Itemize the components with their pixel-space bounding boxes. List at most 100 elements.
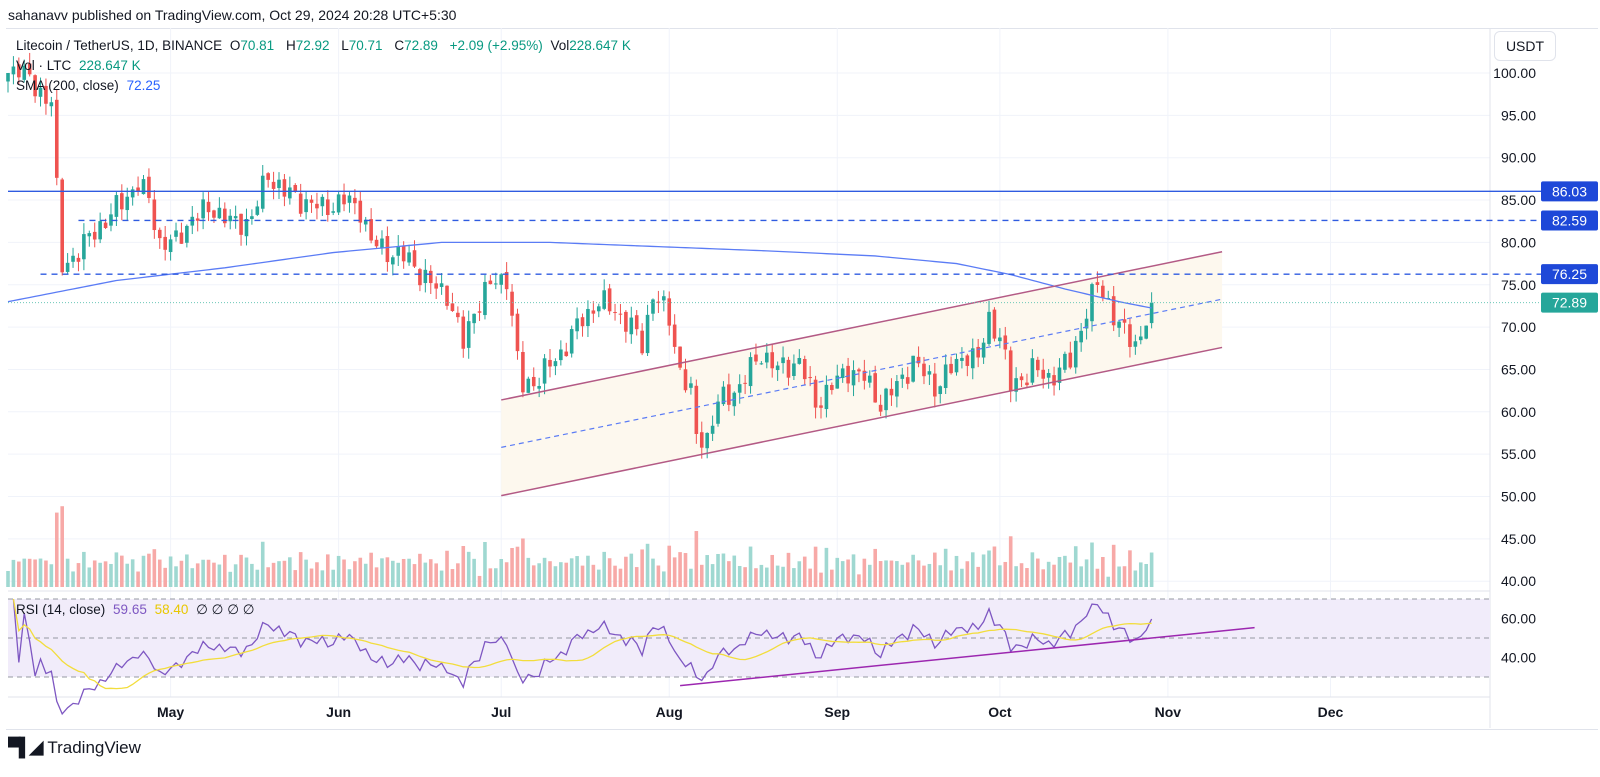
volume-bar <box>1122 566 1127 587</box>
open-value: 70.81 <box>240 38 275 53</box>
candle-body <box>1117 321 1121 328</box>
volume-bar <box>1008 536 1013 587</box>
candle-body <box>174 230 178 237</box>
candle-body <box>1079 330 1083 343</box>
candle-body <box>304 199 308 213</box>
volume-bar <box>1117 566 1121 587</box>
candle-body <box>206 201 211 213</box>
candle-body <box>1122 319 1127 323</box>
candle-body <box>49 102 54 107</box>
candle-body <box>878 404 883 412</box>
candle-body <box>548 359 552 367</box>
volume-bar <box>309 568 314 587</box>
candle-body <box>889 388 894 396</box>
volume-bar <box>965 561 970 587</box>
candle-body <box>385 236 390 263</box>
brand-name: TradingView <box>47 737 141 757</box>
volume-bar <box>596 569 601 587</box>
volume-bar <box>439 570 444 587</box>
candle-body <box>927 371 932 375</box>
candle-body <box>488 280 493 285</box>
candle-body <box>27 63 32 75</box>
candle-body <box>1030 358 1035 383</box>
volume-bar <box>277 561 281 587</box>
candle-body <box>960 357 964 361</box>
candle-body <box>87 233 92 237</box>
volume-bar <box>71 571 75 587</box>
candle-body <box>965 355 970 366</box>
volume-bar <box>401 558 406 587</box>
volume-bar <box>1149 552 1154 587</box>
volume-bar <box>786 552 791 587</box>
volume-bar <box>770 554 775 587</box>
volume-bar <box>98 562 102 587</box>
volume-bar <box>895 561 899 587</box>
rsi-ma-line <box>12 598 1152 690</box>
candle-body <box>233 216 238 219</box>
volume-legend: Vol · LTC 228.647 K <box>16 58 145 73</box>
volume-bar <box>358 557 363 587</box>
volume-bar <box>38 558 43 587</box>
candle-body <box>353 197 357 204</box>
candle-body <box>781 357 785 364</box>
candle-body <box>862 370 867 381</box>
candle-body <box>743 382 747 384</box>
price-tick-label: 60.00 <box>1501 404 1536 420</box>
candle-body <box>1003 335 1008 350</box>
volume-bar <box>662 571 666 587</box>
sma-label: SMA (200, close) <box>16 78 119 93</box>
candle-body <box>775 365 780 371</box>
volume-bar <box>699 564 704 587</box>
sma-value: 72.25 <box>126 78 161 93</box>
candle-body <box>569 329 574 354</box>
candle-body <box>141 179 146 195</box>
candle-body <box>813 379 818 408</box>
candle-body <box>564 351 569 357</box>
volume-bar <box>645 543 650 587</box>
volume-bar <box>250 563 254 587</box>
volume-bar <box>44 560 48 587</box>
candle-body <box>201 199 205 219</box>
rsi-legend: RSI (14, close) 59.65 58.40 ∅ ∅ ∅ ∅ <box>16 602 258 618</box>
candle-body <box>380 238 384 249</box>
price-label-badge <box>1541 210 1598 231</box>
candle-body <box>54 99 59 178</box>
volume-bar <box>1036 558 1040 587</box>
price-tick-label: 45.00 <box>1501 531 1536 547</box>
candle-body <box>1052 375 1056 386</box>
volume-bar <box>179 560 184 587</box>
volume-bar <box>499 558 504 587</box>
candle-body <box>840 368 845 378</box>
tradingview-logo-icon: ▀▌◢ <box>8 737 43 757</box>
volume-bar <box>775 565 780 587</box>
volume-bar <box>840 561 845 587</box>
candle-body <box>98 221 102 240</box>
candle-body <box>884 388 888 411</box>
symbol-title: Litecoin / TetherUS, 1D, BINANCE <box>16 38 223 53</box>
volume-bar <box>548 561 552 587</box>
volume-bar <box>418 553 422 587</box>
candle-body <box>970 348 975 369</box>
candle-body <box>331 211 335 213</box>
volume-bar <box>781 566 785 587</box>
candle-body <box>591 310 596 314</box>
candle-body <box>1068 352 1073 368</box>
volume-bar <box>1138 562 1143 587</box>
candle-body <box>439 283 444 287</box>
currency-button[interactable]: USDT <box>1494 31 1556 61</box>
volume-bar <box>808 568 812 587</box>
candle-body <box>456 312 460 318</box>
candle-body <box>504 272 509 290</box>
price-tick-label: 90.00 <box>1501 150 1536 166</box>
volume-bar <box>575 556 579 587</box>
candle-body <box>710 425 715 434</box>
volume-bar <box>466 551 471 587</box>
candle-body <box>190 216 195 226</box>
volume-bar <box>147 553 151 587</box>
candle-body <box>998 337 1002 342</box>
candle-body <box>586 308 590 327</box>
candle-body <box>6 73 10 82</box>
candle-body <box>580 317 585 327</box>
candle-body <box>976 346 980 358</box>
